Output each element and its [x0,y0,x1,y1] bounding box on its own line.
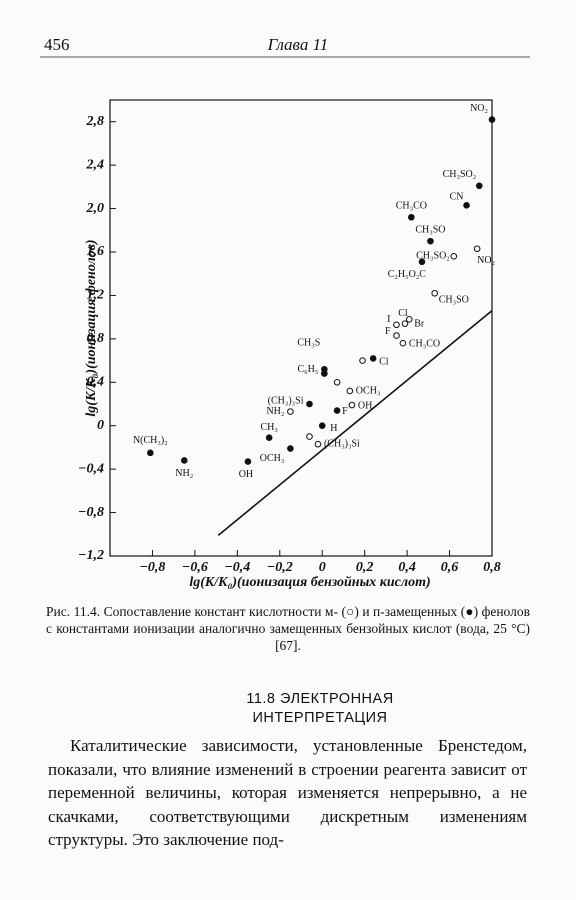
y-tick-label: −0,4 [78,461,104,476]
section-number: 11.8 [246,691,276,707]
point-label: Cl [379,357,389,368]
point [180,457,188,464]
point [359,357,366,364]
point-label: CH₃ [260,422,277,433]
point [475,182,483,190]
running-head: Глава 11 [267,35,329,54]
point [314,440,322,448]
x-tick-label: 0,4 [398,560,416,575]
point-label: (CH₃)₃Si [324,438,360,449]
plot-frame [109,99,493,557]
x-tick-label: 0,8 [483,560,501,575]
x-axis-label: lg(K/K₀)(ионизация бензойных кислот) [189,575,430,590]
point [287,445,294,452]
point-label: N(CH₃)₂ [133,435,168,446]
point-label: F [342,406,348,417]
point-label: C₆H₅ [297,364,318,375]
point-label: OCH₃ [260,453,285,464]
point-label: CH₃CO [396,201,427,212]
y-tick-label: 2,4 [86,157,105,172]
point-label: (CH₃)₃Si [268,395,304,406]
x-tick-label: 0 [319,560,326,575]
point [401,320,409,327]
point [405,316,413,323]
point-label: C₂H₅O₂C [388,269,427,280]
point [431,289,439,297]
x-tick-label: −0,2 [267,560,293,575]
point-label: F [385,326,391,337]
point [399,339,407,347]
chart: 456 Глава 11 lg(K/K₀)(ионизация бензойны… [40,35,530,590]
x-tick-label: 0,2 [356,560,374,575]
point [369,355,377,362]
point [463,202,470,209]
y-tick-label: −0,8 [78,505,104,520]
y-axis-label: lg(K/K₀)(ионизация фенолов) [84,239,99,416]
point-label: CH₃SO₂ [416,251,450,262]
point [408,213,415,221]
point [147,449,154,457]
section-heading: 11.8 ЭЛЕКТРОННАЯ ИНТЕРПРЕТАЦИЯ [200,690,440,728]
page-number: 456 [44,35,70,54]
point-label: CH₃SO [439,295,469,306]
y-tick-label: 1,2 [87,288,105,303]
point [321,365,328,373]
point-label: Cl [398,308,408,319]
y-tick-label: 1,6 [87,244,105,259]
point [318,422,326,430]
section-title: ЭЛЕКТРОННАЯ ИНТЕРПРЕТАЦИЯ [252,691,394,726]
x-tick-label: −0,8 [139,560,165,575]
point [265,434,273,441]
point [450,253,458,260]
y-tick-label: 0 [97,418,104,433]
point-label: NH₂ [175,468,193,479]
point [418,258,426,266]
point-label: H [330,423,337,434]
point [348,401,356,409]
point [393,321,400,329]
point-label: OH [358,400,372,411]
point [427,237,434,245]
point-label: NH₂ [266,406,284,417]
point-label: Br [414,319,425,330]
point [346,387,354,395]
point [333,378,341,386]
point-label: NO₂ [470,103,488,114]
point-label: OCH₃ [356,385,381,396]
x-tick-label: 0,6 [441,560,459,575]
point-label: CH₃S [297,338,320,349]
point-label: CH₃SO [415,224,445,235]
point-label: I [387,314,390,325]
y-tick-label: −1,2 [78,548,104,563]
point [306,400,313,408]
point [306,433,313,440]
y-tick-label: 0,8 [87,331,105,346]
point-label: CN [450,192,464,203]
x-tick-label: −0,6 [182,560,208,575]
figure-caption: Рис. 11.4. Сопоставление констант кислот… [46,604,530,653]
point-label: NO₂ [477,255,495,266]
fit-line [217,310,493,536]
point-label: CH₃SO₂ [443,169,477,180]
y-tick-label: 2,0 [86,201,105,216]
point-label: CH₃CO [409,338,440,349]
y-tick-label: 2,8 [86,114,105,129]
x-tick-label: −0,4 [224,560,250,575]
point-label: OH [239,469,253,480]
point [244,458,252,465]
body-text: Каталитические зависимости, установленны… [48,736,527,849]
point [473,245,481,253]
point [393,332,400,339]
point [287,408,294,415]
y-tick-label: 0,4 [87,375,105,390]
point [488,116,496,123]
point [333,407,341,414]
